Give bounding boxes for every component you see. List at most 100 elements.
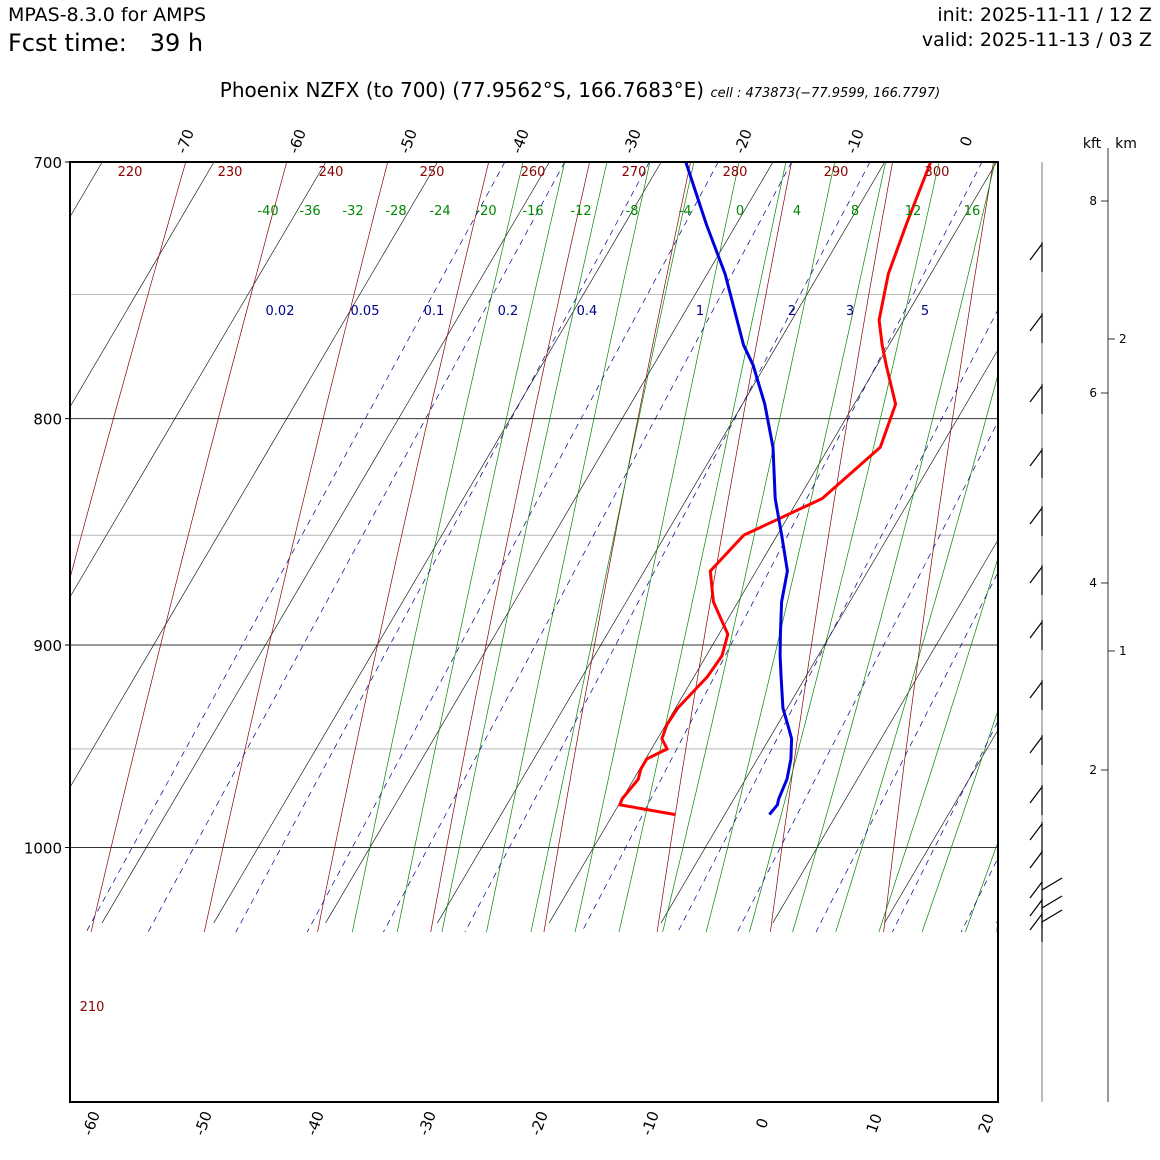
model-title: MPAS-8.3.0 for AMPS	[8, 4, 207, 26]
mixing-ratio-line	[85, 162, 506, 933]
height-axis: kft km 8 6 4 2 2 1	[1041, 136, 1137, 1102]
kft-tick-label: 2	[1089, 763, 1097, 777]
init-time: init: 2025-11-11 / 12 Z	[937, 4, 1152, 26]
isotherm-line	[70, 162, 438, 788]
moist-adiabat-label: -16	[522, 204, 543, 219]
dry-adiabat-line	[883, 162, 994, 933]
mixing-ratio-line	[235, 162, 650, 933]
top-temperature-label: -30	[620, 127, 645, 156]
mixing-ratio-line	[677, 308, 998, 933]
bottom-temperature-label: -60	[79, 1109, 104, 1138]
moist-adiabat-line	[921, 709, 998, 933]
isotherm-line	[325, 162, 774, 924]
mixing-ratio-line	[306, 162, 719, 933]
wind-barb	[1029, 909, 1063, 942]
dry-adiabat-label: 300	[925, 165, 950, 180]
kft-tick-label: 6	[1089, 386, 1097, 400]
moist-adiabat-line	[1009, 162, 1160, 932]
moist-adiabat-label: 0	[736, 204, 744, 219]
moist-adiabat-label: -40	[257, 204, 278, 219]
mixing-ratio-line	[383, 162, 792, 933]
moist-adiabat-label: 16	[964, 204, 981, 219]
dry-adiabat-line	[770, 162, 893, 933]
bottom-temperature-label: 10	[863, 1111, 886, 1135]
bottom-temperature-label: -10	[638, 1109, 663, 1138]
wind-barb-flag	[1041, 877, 1063, 891]
station-title: Phoenix NZFX (to 700) (77.9562°S, 166.76…	[219, 78, 705, 102]
isotherm-line	[884, 729, 998, 924]
wind-barb-flag	[1029, 566, 1043, 584]
kft-tick-label: 4	[1089, 576, 1097, 590]
wind-barb-flag	[1029, 736, 1043, 754]
wind-barb	[1029, 448, 1043, 478]
bottom-temperature-label: 0	[752, 1116, 772, 1131]
isotherm-line	[996, 919, 998, 924]
wind-barb	[1029, 506, 1043, 536]
forecast-time-label: Fcst time:	[8, 29, 127, 57]
wind-barbs	[1029, 242, 1063, 942]
isotherm-line	[660, 349, 998, 924]
isotherm-line	[101, 162, 550, 924]
isotherm-line	[437, 162, 886, 924]
moist-adiabat-label: -36	[299, 204, 320, 219]
dry-adiabat-line	[317, 162, 490, 933]
chart-title: Phoenix NZFX (to 700) (77.9562°S, 166.76…	[0, 78, 1160, 102]
bottom-temperature-label: -50	[191, 1109, 216, 1138]
mixing-ratio-label: 0.2	[498, 304, 519, 319]
top-temperature-label: -40	[508, 127, 533, 156]
moist-adiabat-line	[662, 162, 836, 933]
bottom-temperature-label: 20	[975, 1111, 998, 1135]
dry-adiabat-label: 280	[723, 165, 748, 180]
bottom-temperature-label: -40	[303, 1109, 328, 1138]
dry-adiabat-line	[203, 162, 389, 933]
pressure-tick-label: 1000	[24, 840, 62, 858]
moist-adiabat-line	[1052, 162, 1160, 932]
moist-adiabat-line	[351, 162, 524, 933]
dry-adiabat-label: 230	[218, 165, 243, 180]
wind-barb	[1029, 680, 1043, 710]
dry-adiabat-line	[90, 162, 288, 933]
wind-barb	[1029, 565, 1043, 595]
wind-barb	[1029, 735, 1043, 765]
moist-adiabat-line	[530, 162, 695, 933]
wind-barb-flag	[1029, 823, 1043, 841]
pressure-tick-label: 800	[33, 411, 62, 429]
cell-info: cell : 473873(−77.9599, 166.7797)	[710, 86, 941, 101]
moist-adiabat-line	[441, 162, 608, 933]
dry-adiabat-label: 240	[319, 165, 344, 180]
wind-barb-flag	[1029, 899, 1043, 917]
bottom-temperature-label: -20	[527, 1109, 552, 1138]
mixing-ratio-label: 0.4	[577, 304, 598, 319]
moist-adiabat-line	[749, 162, 940, 933]
moist-adiabat-label: -20	[475, 204, 496, 219]
mixing-ratio-line	[960, 857, 998, 933]
valid-time: valid: 2025-11-13 / 03 Z	[921, 29, 1152, 51]
wind-barb	[1029, 785, 1043, 815]
wind-barb-flag	[1029, 621, 1043, 639]
mixing-ratio-label: 5	[921, 304, 929, 319]
dry-adiabat-line	[656, 162, 792, 933]
wind-barb	[1029, 242, 1043, 272]
dry-adiabat-label: 220	[118, 165, 143, 180]
dry-adiabat-label: 270	[622, 165, 647, 180]
moist-adiabat-line	[792, 162, 996, 933]
moist-adiabat-label: -32	[342, 204, 363, 219]
mixing-ratio-line	[736, 420, 998, 933]
isotherm-line	[772, 539, 998, 924]
mixing-ratio-label: 0.1	[424, 304, 445, 319]
wind-barb-flag	[1029, 449, 1043, 467]
kft-tick-label: 8	[1089, 194, 1097, 208]
wind-barb-flag	[1029, 786, 1043, 804]
dry-adiabat-line	[430, 162, 590, 933]
dry-adiabat-label: 260	[521, 165, 546, 180]
isotherm-line	[70, 162, 103, 218]
moist-adiabat-label: 8	[851, 204, 859, 219]
moist-adiabat-label: -4	[679, 204, 692, 219]
km-tick-label: 1	[1119, 644, 1127, 658]
mixing-ratio-label: 0.05	[351, 304, 380, 319]
km-tick-label: 2	[1119, 332, 1127, 346]
mixing-ratio-line	[147, 162, 566, 933]
moist-adiabat-line	[705, 162, 886, 933]
moist-adiabat-line	[878, 556, 998, 933]
